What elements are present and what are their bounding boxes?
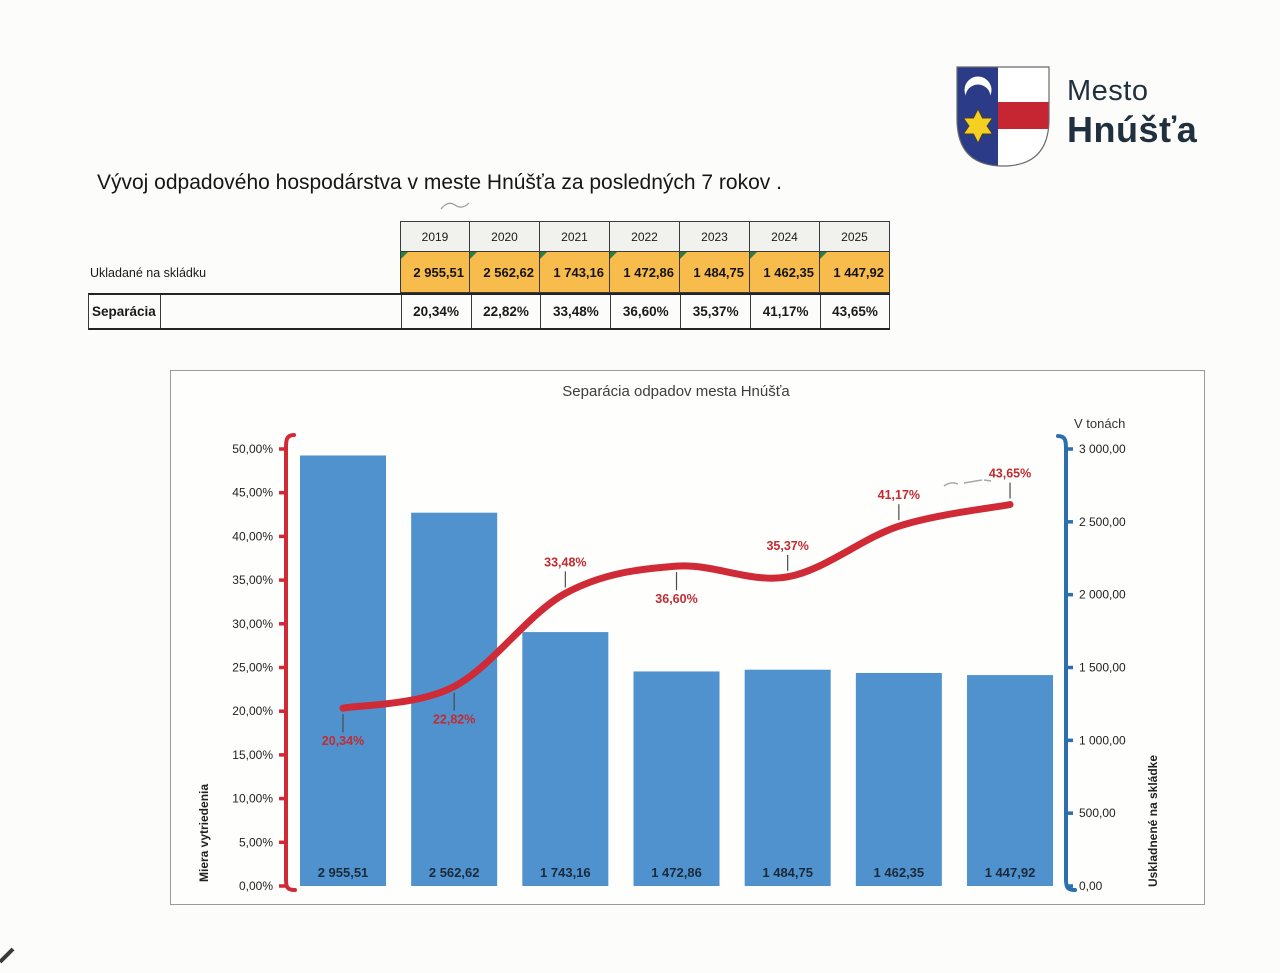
percent-label: 41,17% bbox=[878, 488, 920, 502]
year-header: 2021 bbox=[540, 221, 610, 252]
separation-value: 41,17% bbox=[750, 295, 820, 328]
city-logo: Mesto Hnúšťa bbox=[953, 63, 1197, 170]
separation-row-label: Separácia bbox=[89, 295, 161, 328]
landfill-value: 2 562,62 bbox=[470, 252, 540, 293]
chart-title: Separácia odpadov mesta Hnúšťa bbox=[562, 383, 790, 400]
year-header: 2024 bbox=[750, 221, 820, 252]
year-header: 2022 bbox=[610, 221, 680, 252]
year-header: 2023 bbox=[680, 221, 750, 252]
bar-value-label: 1 462,35 bbox=[874, 865, 925, 880]
bar-value-label: 1 472,86 bbox=[651, 865, 702, 880]
bar-value-label: 1 447,92 bbox=[985, 865, 1036, 880]
right-axis-title: Uskladnené na skládke bbox=[1146, 755, 1160, 887]
bar-2024 bbox=[855, 672, 942, 886]
separation-value: 35,37% bbox=[680, 295, 750, 328]
landfill-value: 1 462,35 bbox=[750, 252, 820, 293]
right-axis-tick-label: 0,00 bbox=[1079, 879, 1103, 893]
left-axis-tick-label: 30,00% bbox=[232, 617, 273, 631]
left-axis-tick-label: 15,00% bbox=[232, 748, 273, 762]
page-title: Vývoj odpadového hospodárstva v meste Hn… bbox=[97, 171, 782, 194]
separation-row: Separácia 20,34% 22,82% 33,48% 36,60% 35… bbox=[88, 293, 890, 330]
right-axis-unit-label: V tonách bbox=[1074, 416, 1125, 431]
landfill-row-label: Ukladané na skládku bbox=[90, 265, 207, 280]
left-axis-tick-label: 40,00% bbox=[232, 529, 273, 543]
landfill-value: 1 484,75 bbox=[680, 252, 750, 293]
left-axis-tick-label: 25,00% bbox=[232, 661, 273, 675]
percent-label: 36,60% bbox=[655, 592, 697, 606]
year-header: 2025 bbox=[820, 221, 890, 252]
bar-2019 bbox=[300, 455, 386, 886]
trend-line bbox=[339, 500, 1014, 712]
bar-value-label: 2 562,62 bbox=[429, 865, 480, 880]
percent-label: 22,82% bbox=[433, 713, 475, 727]
left-axis-tick-label: 10,00% bbox=[232, 792, 273, 806]
left-axis-tick-label: 20,00% bbox=[232, 704, 273, 718]
left-axis-title: Miera vytriedenia bbox=[197, 784, 211, 882]
scan-artifact bbox=[0, 947, 15, 964]
separation-row-spacer bbox=[161, 295, 401, 328]
percent-label: 43,65% bbox=[989, 466, 1031, 480]
bar-2025 bbox=[967, 675, 1054, 886]
scan-artifact bbox=[440, 202, 470, 210]
percent-label: 20,34% bbox=[322, 734, 364, 748]
separation-value: 36,60% bbox=[610, 295, 680, 328]
right-axis-tick-label: 1 000,00 bbox=[1079, 733, 1126, 747]
right-axis-tick-label: 2 500,00 bbox=[1079, 515, 1126, 529]
separation-chart: Separácia odpadov mesta Hnúšťa V tonách Mi… bbox=[197, 383, 1160, 893]
logo-word-mesto: Mesto bbox=[1067, 75, 1149, 107]
separation-value: 33,48% bbox=[540, 295, 610, 328]
right-axis-tick-label: 2 000,00 bbox=[1079, 588, 1126, 602]
table-header-row: 2019 2020 2021 2022 2023 2024 2025 bbox=[88, 221, 890, 252]
landfill-row: Ukladané na skládku 2 955,51 2 562,62 1 … bbox=[88, 252, 890, 293]
landfill-value: 1 447,92 bbox=[820, 252, 890, 293]
left-axis-tick-label: 45,00% bbox=[232, 486, 273, 500]
bar-2023 bbox=[744, 669, 831, 886]
right-axis-tick-label: 500,00 bbox=[1079, 806, 1116, 820]
bar-value-label: 1 484,75 bbox=[762, 865, 813, 880]
bar-2022 bbox=[633, 671, 720, 886]
coat-of-arms-icon bbox=[956, 66, 1050, 167]
city-logo-text: Mesto Hnúšťa bbox=[1067, 77, 1197, 148]
bar-2021 bbox=[522, 632, 609, 886]
left-axis-tick-label: 50,00% bbox=[232, 442, 273, 456]
logo-word-hnusta: Hnúšťa bbox=[1067, 109, 1198, 150]
left-axis-tick-label: 35,00% bbox=[232, 573, 273, 587]
waste-data-table: 2019 2020 2021 2022 2023 2024 2025 Uklad… bbox=[88, 221, 890, 330]
year-header: 2020 bbox=[470, 221, 540, 252]
right-axis-tick-label: 3 000,00 bbox=[1079, 442, 1126, 456]
left-axis-tick-label: 0,00% bbox=[239, 879, 273, 893]
header-spacer bbox=[88, 221, 400, 252]
right-axis-line bbox=[1056, 434, 1077, 892]
percent-label: 35,37% bbox=[766, 539, 808, 553]
bar-value-label: 1 743,16 bbox=[540, 865, 591, 880]
left-axis-line bbox=[284, 433, 297, 892]
separation-value: 20,34% bbox=[400, 295, 471, 328]
percent-label: 33,48% bbox=[544, 555, 586, 569]
landfill-value: 2 955,51 bbox=[400, 252, 470, 293]
right-axis-tick-label: 1 500,00 bbox=[1079, 661, 1126, 675]
landfill-value: 1 472,86 bbox=[610, 252, 680, 293]
separation-value: 22,82% bbox=[470, 295, 541, 328]
year-header: 2019 bbox=[400, 221, 470, 252]
separation-value: 43,65% bbox=[820, 295, 890, 328]
bar-value-label: 2 955,51 bbox=[318, 865, 369, 880]
landfill-value: 1 743,16 bbox=[540, 252, 610, 293]
left-axis-tick-label: 5,00% bbox=[239, 835, 273, 849]
separation-chart-frame: Separácia odpadov mesta Hnúšťa V tonách Mi… bbox=[170, 370, 1205, 905]
